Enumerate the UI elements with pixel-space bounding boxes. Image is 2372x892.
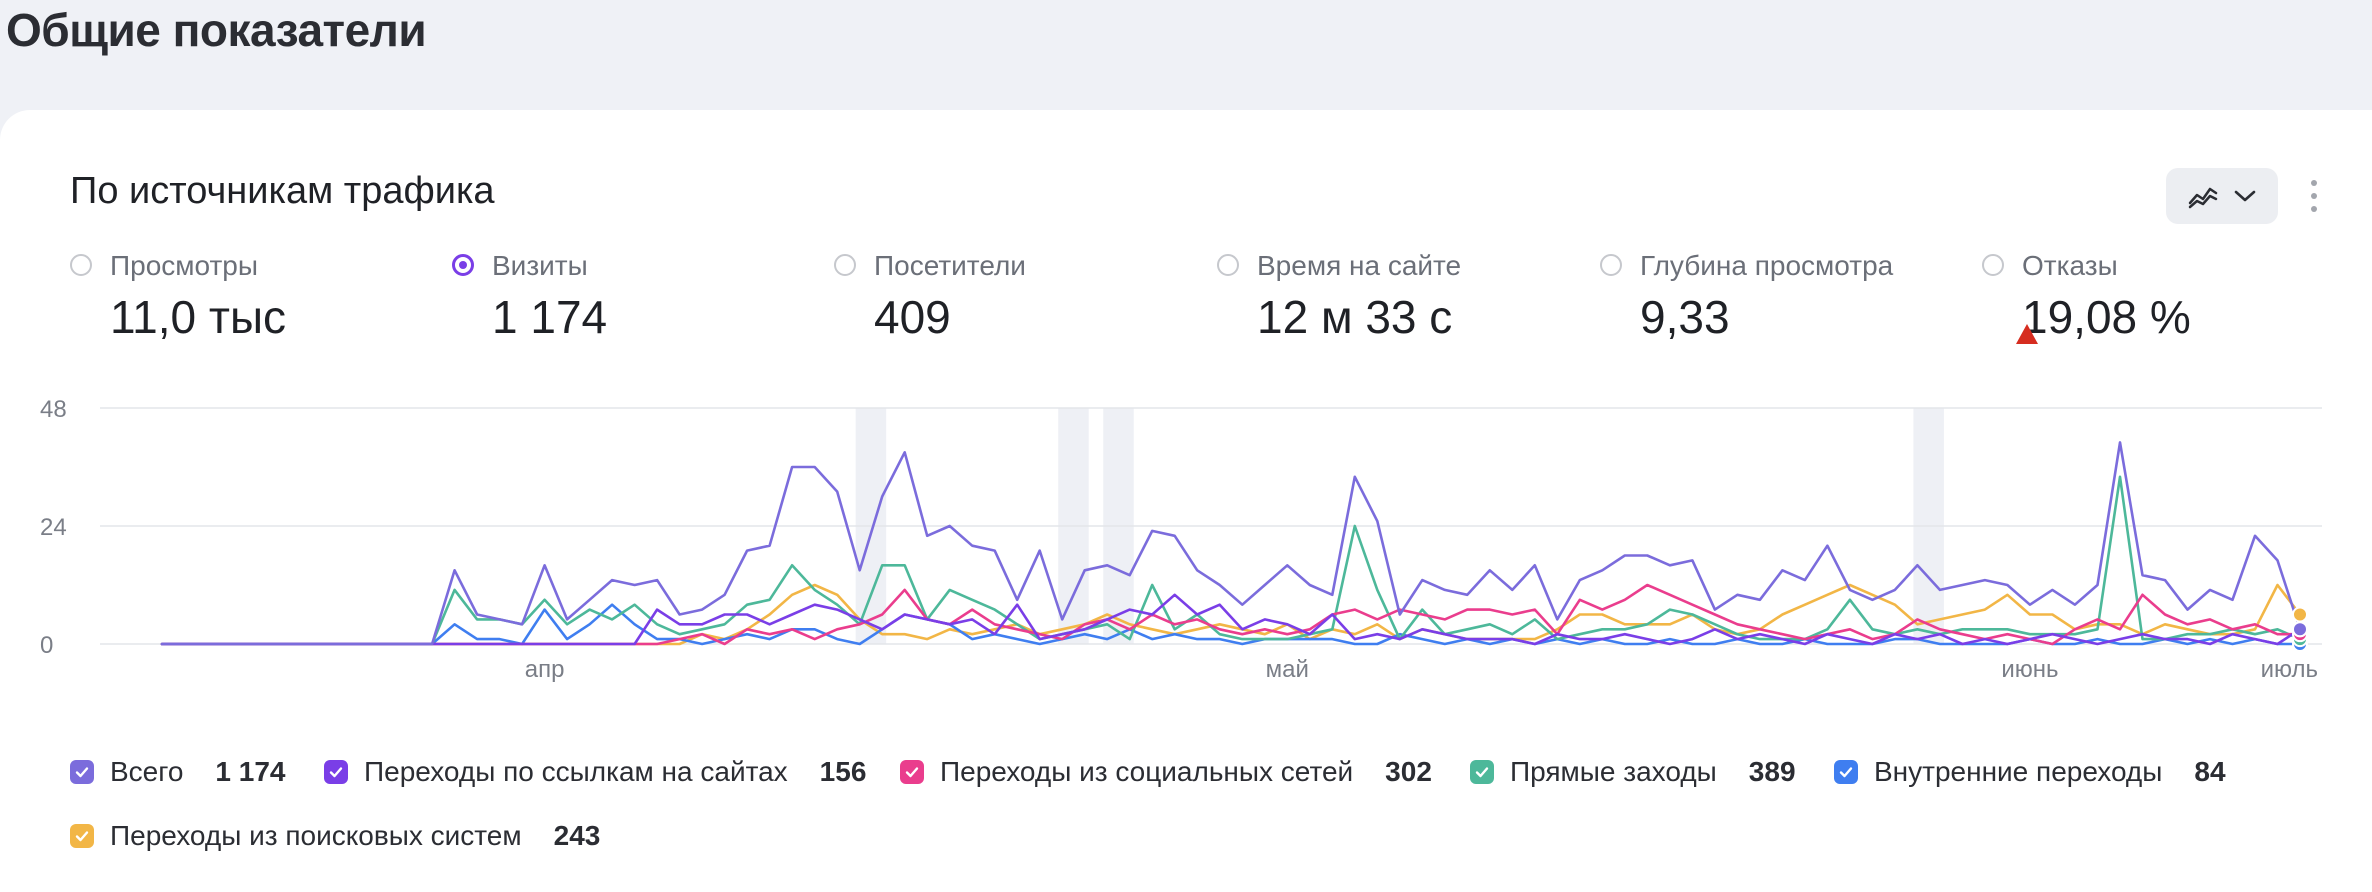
checkbox-checked-icon[interactable] — [1834, 760, 1858, 784]
legend-value: 302 — [1385, 756, 1432, 787]
legend-item-internal[interactable]: Внутренние переходы 84 — [1834, 752, 2226, 792]
metric-value: 11,0 тыс — [110, 291, 287, 343]
chevron-down-icon — [2234, 190, 2256, 202]
x-tick-label: июнь — [2001, 656, 2058, 683]
checkbox-checked-icon[interactable] — [324, 760, 348, 784]
card-title: По источникам трафика — [70, 170, 495, 212]
metric-value: 9,33 — [1640, 291, 1730, 343]
series-line — [160, 441, 2302, 646]
checkbox-checked-icon[interactable] — [1470, 760, 1494, 784]
metric-radio-bounce-rate[interactable] — [1982, 254, 2004, 276]
x-tick-label: май — [1266, 656, 1309, 683]
legend-value: 1 174 — [215, 756, 286, 787]
x-tick-label: июль — [2261, 656, 2318, 683]
legend-label: Переходы по ссылкам на сайтах — [364, 756, 788, 787]
metric-radio-visits[interactable] — [452, 254, 474, 276]
line-chart-icon — [2188, 187, 2218, 209]
metric-value: 12 м 33 с — [1257, 291, 1453, 343]
legend-item-referrals[interactable]: Переходы по ссылкам на сайтах 156 — [324, 752, 866, 792]
checkbox-checked-icon[interactable] — [900, 760, 924, 784]
metric-value: 1 174 — [492, 291, 608, 343]
legend-label: Переходы из поисковых систем — [110, 820, 522, 851]
metric-label: Визиты — [492, 250, 588, 281]
metric-label: Отказы — [2022, 250, 2118, 281]
series-line — [160, 593, 2302, 646]
page-title: Общие показатели — [6, 4, 427, 56]
legend-label: Внутренние переходы — [1874, 756, 2163, 787]
legend-item-social[interactable]: Переходы из социальных сетей 302 — [900, 752, 1432, 792]
chart-view-switch[interactable] — [2166, 168, 2278, 224]
legend-item-direct[interactable]: Прямые заходы 389 — [1470, 752, 1796, 792]
legend-label: Переходы из социальных сетей — [940, 756, 1354, 787]
series-end-point — [2292, 606, 2308, 623]
legend-value: 389 — [1748, 756, 1796, 787]
more-vertical-icon[interactable] — [2300, 166, 2328, 226]
checkbox-checked-icon[interactable] — [70, 824, 94, 848]
y-tick-label: 48 — [40, 396, 67, 423]
checkbox-checked-icon[interactable] — [70, 760, 94, 784]
legend-item-search[interactable]: Переходы из поисковых систем 243 — [70, 816, 600, 856]
y-tick-label: 24 — [40, 514, 67, 541]
metric-radio-page-depth[interactable] — [1600, 254, 1622, 276]
metric-radio-time-on-site[interactable] — [1217, 254, 1239, 276]
legend-value: 156 — [819, 756, 867, 787]
metric-label: Время на сайте — [1257, 250, 1462, 281]
legend-value: 243 — [553, 820, 601, 851]
metric-label: Посетители — [874, 250, 1026, 281]
x-tick-label: апр — [525, 656, 565, 683]
metric-value: 409 — [874, 291, 951, 343]
metric-value: 19,08 % — [2022, 291, 2191, 343]
series-end-point — [2292, 621, 2308, 638]
traffic-sources-card: По источникам трафика Просмотры 11,0 тыс… — [0, 110, 2372, 892]
y-tick-label: 0 — [40, 632, 53, 659]
metric-label: Просмотры — [110, 250, 258, 281]
legend-label: Всего — [110, 756, 184, 787]
metric-radio-visitors[interactable] — [834, 254, 856, 276]
trend-up-icon — [2016, 324, 2038, 344]
metric-radio-pageviews[interactable] — [70, 254, 92, 276]
metric-label: Глубина просмотра — [1640, 250, 1894, 281]
traffic-line-chart[interactable]: 0 24 48 апр май июнь июль — [0, 392, 2372, 712]
legend-value: 84 — [2194, 756, 2226, 787]
legend-item-total[interactable]: Всего 1 174 — [70, 752, 286, 792]
legend-label: Прямые заходы — [1510, 756, 1717, 787]
